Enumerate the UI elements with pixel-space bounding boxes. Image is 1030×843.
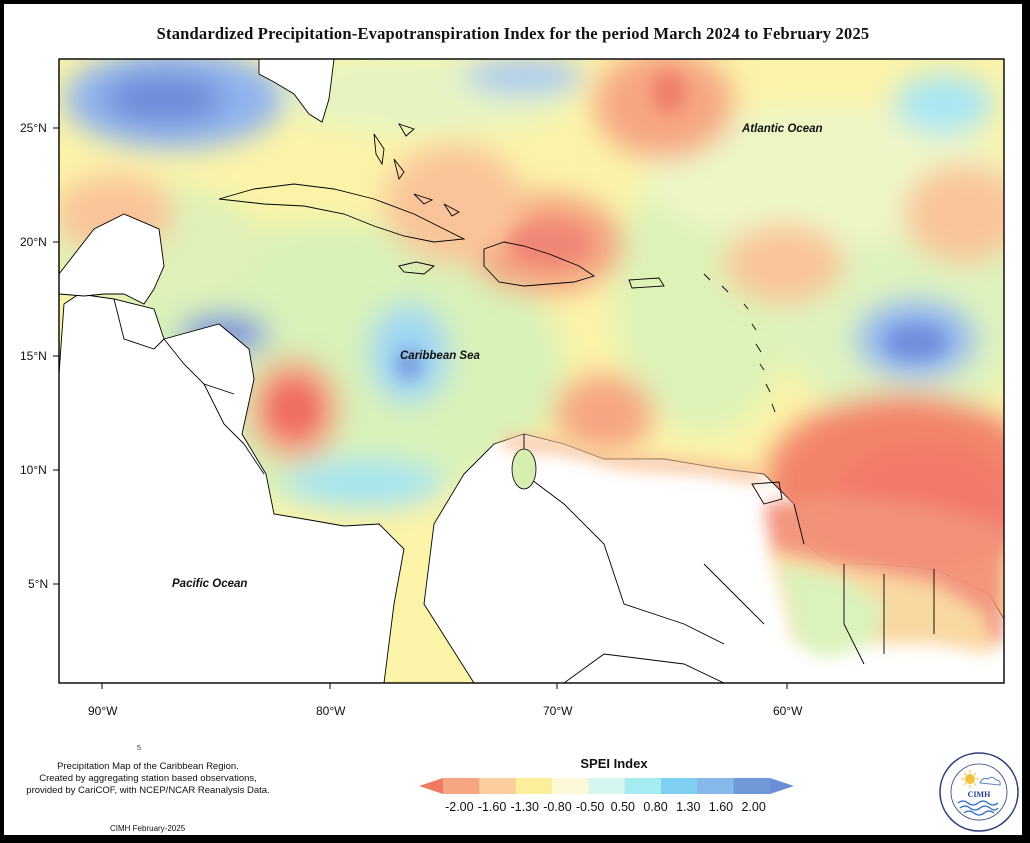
atlantic-ocean-label: Atlantic Ocean — [742, 123, 823, 135]
legend-tick-label: 0.80 — [643, 800, 668, 814]
legend-tick-label: 1.30 — [676, 800, 701, 814]
lat-label-5n: 5°N — [28, 577, 49, 591]
footnote-line-2: Created by aggregating station based obs… — [39, 773, 257, 784]
lon-label-80w: 80°W — [316, 704, 346, 718]
footnote: Precipitation Map of the Caribbean Regio… — [8, 761, 288, 797]
caribbean-sea-label: Caribbean Sea — [400, 350, 480, 362]
legend-title: SPEI Index — [580, 756, 648, 771]
pacific-ocean-label: Pacific Ocean — [172, 578, 248, 590]
yucatan — [59, 213, 165, 305]
lat-label-10n: 10°N — [20, 463, 47, 477]
legend-tick-label: -2.00 — [445, 800, 474, 814]
sun-icon — [961, 770, 979, 788]
tiny-mark: 5 — [137, 745, 141, 752]
legend-tick-label: -0.50 — [575, 800, 605, 814]
lon-label-90w: 90°W — [88, 704, 118, 718]
islands — [113, 123, 935, 683]
waves-icon — [957, 800, 999, 816]
lon-label-60w: 60°W — [773, 704, 803, 718]
legend-tick-label: -0.80 — [543, 800, 572, 814]
footnote-line-3: provided by CariCOF, with NCEP/NCAR Rean… — [26, 785, 270, 796]
map-title: Standardized Precipitation-Evapotranspir… — [156, 24, 870, 43]
legend-tick-label: -1.60 — [477, 800, 507, 814]
footnote-line-1: Precipitation Map of the Caribbean Regio… — [57, 761, 239, 772]
map-frame — [58, 58, 1005, 684]
lat-label-25n: 25°N — [20, 121, 47, 135]
cimh-logo — [939, 752, 1019, 832]
legend-tick-label: -1.30 — [510, 800, 540, 814]
spei-field — [59, 59, 1004, 683]
map-figure: Standardized Precipitation-Evapotranspir… — [4, 4, 1022, 835]
cloud-icon — [979, 776, 1001, 786]
florida — [258, 59, 335, 123]
logo-text: CIMH — [967, 790, 991, 799]
credit: CIMH February-2025 — [110, 824, 186, 833]
lon-label-70w: 70°W — [543, 704, 573, 718]
spei-map — [53, 58, 1005, 689]
legend-tick-label: 2.00 — [741, 800, 766, 814]
lon-ticks — [101, 683, 788, 689]
lat-ticks — [53, 127, 59, 585]
legend-tick-label: 0.50 — [610, 800, 636, 814]
lat-label-20n: 20°N — [20, 235, 47, 249]
lat-label-15n: 15°N — [20, 349, 47, 363]
legend-tick-label: 1.60 — [708, 800, 734, 814]
